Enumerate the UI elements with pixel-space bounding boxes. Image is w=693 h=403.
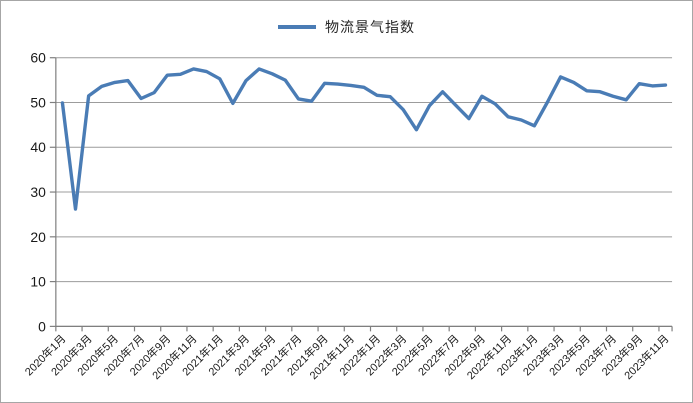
y-tick-label: 0	[38, 318, 46, 334]
legend-label: 物流景气指数	[325, 19, 415, 35]
y-tick-label: 30	[30, 184, 46, 200]
y-tick-label: 10	[30, 274, 46, 290]
y-tick-label: 20	[30, 229, 46, 245]
y-tick-label: 60	[30, 50, 46, 66]
y-tick-label: 50	[30, 94, 46, 110]
series-line-logistics-index	[60, 67, 668, 211]
legend: 物流景气指数	[1, 17, 692, 37]
y-tick-label: 40	[30, 139, 46, 155]
legend-line-marker	[278, 25, 316, 29]
